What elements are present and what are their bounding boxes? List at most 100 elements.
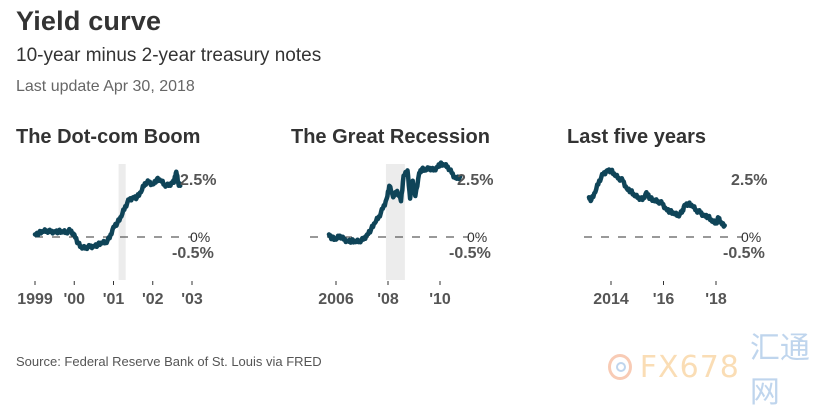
data-point-last-five-years — [702, 214, 706, 217]
data-point-dotcom — [65, 230, 68, 234]
data-point-great-recession — [399, 199, 403, 203]
y-label-dotcom: 0% — [190, 229, 210, 245]
data-point-last-five-years — [613, 174, 617, 177]
data-point-great-recession — [406, 169, 409, 172]
data-point-dotcom — [57, 230, 60, 233]
data-point-dotcom — [120, 215, 123, 218]
data-point-great-recession — [428, 166, 431, 170]
y-label-last-five-years: 2.5% — [731, 172, 767, 189]
watermark-logo-icon — [608, 354, 632, 380]
data-point-great-recession — [454, 176, 457, 180]
data-point-dotcom — [45, 229, 48, 232]
data-point-dotcom — [155, 178, 158, 181]
data-point-great-recession — [381, 207, 384, 211]
data-point-dotcom — [96, 243, 100, 246]
recession-band-dotcom — [118, 164, 126, 280]
data-point-last-five-years — [720, 221, 723, 225]
data-point-dotcom — [163, 183, 166, 186]
panel-title-dotcom: The Dot-com Boom — [16, 126, 201, 148]
data-point-last-five-years — [594, 191, 597, 194]
data-point-last-five-years — [590, 198, 593, 202]
data-point-dotcom — [33, 233, 37, 236]
data-point-great-recession — [334, 238, 338, 241]
data-point-great-recession — [350, 239, 353, 243]
x-tick-label-last-five-years: 2014 — [593, 291, 629, 308]
data-point-dotcom — [88, 245, 92, 248]
yield-curve-charts: 2.5%0%-0.5%1999'00'01'02'032.5%0%-0.5%20… — [17, 160, 767, 308]
data-point-great-recession — [458, 175, 462, 179]
data-point-last-five-years — [633, 194, 636, 198]
data-point-last-five-years — [587, 196, 591, 199]
data-point-great-recession — [338, 234, 342, 237]
data-point-last-five-years — [710, 220, 714, 223]
panel-title-great-recession: The Great Recession — [291, 126, 490, 148]
x-tick-label-dotcom: '03 — [181, 291, 203, 308]
data-point-last-five-years — [687, 202, 690, 205]
data-point-great-recession — [373, 221, 377, 225]
data-point-great-recession — [438, 162, 442, 166]
data-point-last-five-years — [621, 179, 625, 182]
data-point-great-recession — [346, 239, 349, 243]
x-tick-label-great-recession: '08 — [377, 291, 399, 308]
data-point-great-recession — [450, 171, 453, 175]
data-point-great-recession — [385, 197, 388, 200]
data-point-dotcom — [131, 196, 135, 199]
data-point-dotcom — [124, 205, 127, 208]
data-point-last-five-years — [717, 216, 720, 219]
data-point-dotcom — [173, 179, 176, 182]
y-label-last-five-years: -0.5% — [723, 245, 765, 262]
data-point-great-recession — [342, 238, 345, 241]
y-label-dotcom: -0.5% — [172, 245, 214, 262]
series-line-last-five-years — [586, 167, 727, 229]
y-label-great-recession: -0.5% — [449, 245, 491, 262]
data-point-great-recession — [377, 215, 381, 218]
data-point-great-recession — [327, 233, 331, 236]
data-point-dotcom — [41, 230, 45, 234]
data-point-dotcom — [177, 182, 180, 185]
data-point-last-five-years — [597, 179, 601, 182]
data-point-great-recession — [411, 179, 414, 182]
data-point-great-recession — [388, 184, 391, 187]
data-point-great-recession — [446, 165, 449, 168]
data-point-last-five-years — [714, 221, 718, 225]
data-point-great-recession — [330, 237, 334, 240]
data-point-last-five-years — [683, 203, 686, 207]
data-point-dotcom — [116, 221, 119, 225]
data-point-dotcom — [151, 183, 154, 186]
data-point-great-recession — [414, 194, 417, 198]
data-point-great-recession — [420, 167, 423, 171]
data-point-last-five-years — [691, 205, 694, 208]
chart-subtitle: 10-year minus 2-year treasury notes — [16, 45, 322, 66]
data-point-great-recession — [369, 228, 373, 231]
data-point-dotcom — [171, 180, 174, 184]
data-point-dotcom — [175, 170, 178, 173]
data-point-last-five-years — [664, 207, 668, 211]
watermark-text: FX678 — [639, 349, 740, 385]
x-tick-label-dotcom: '00 — [63, 291, 85, 308]
data-point-last-five-years — [609, 169, 613, 172]
data-point-dotcom — [112, 225, 115, 228]
data-point-last-five-years — [617, 176, 621, 180]
data-point-great-recession — [408, 197, 412, 200]
data-point-dotcom — [143, 182, 147, 185]
data-point-last-five-years — [653, 199, 656, 203]
data-point-great-recession — [402, 174, 405, 177]
data-point-dotcom — [37, 231, 41, 235]
data-point-great-recession — [392, 196, 395, 199]
data-point-dotcom — [139, 191, 143, 194]
data-point-great-recession — [366, 233, 369, 236]
data-point-great-recession — [418, 171, 421, 175]
x-tick-label-great-recession: 2006 — [318, 291, 354, 308]
data-point-last-five-years — [629, 189, 632, 193]
data-point-great-recession — [432, 169, 435, 172]
data-point-dotcom — [92, 244, 96, 248]
y-label-last-five-years: 0% — [741, 229, 761, 245]
data-point-dotcom — [84, 246, 88, 249]
data-point-dotcom — [147, 180, 151, 184]
x-tick-label-last-five-years: '16 — [653, 291, 675, 308]
data-point-great-recession — [424, 169, 427, 172]
data-point-last-five-years — [605, 169, 609, 172]
data-point-last-five-years — [723, 224, 726, 227]
data-point-dotcom — [135, 196, 139, 199]
x-tick-label-last-five-years: '18 — [705, 291, 727, 308]
